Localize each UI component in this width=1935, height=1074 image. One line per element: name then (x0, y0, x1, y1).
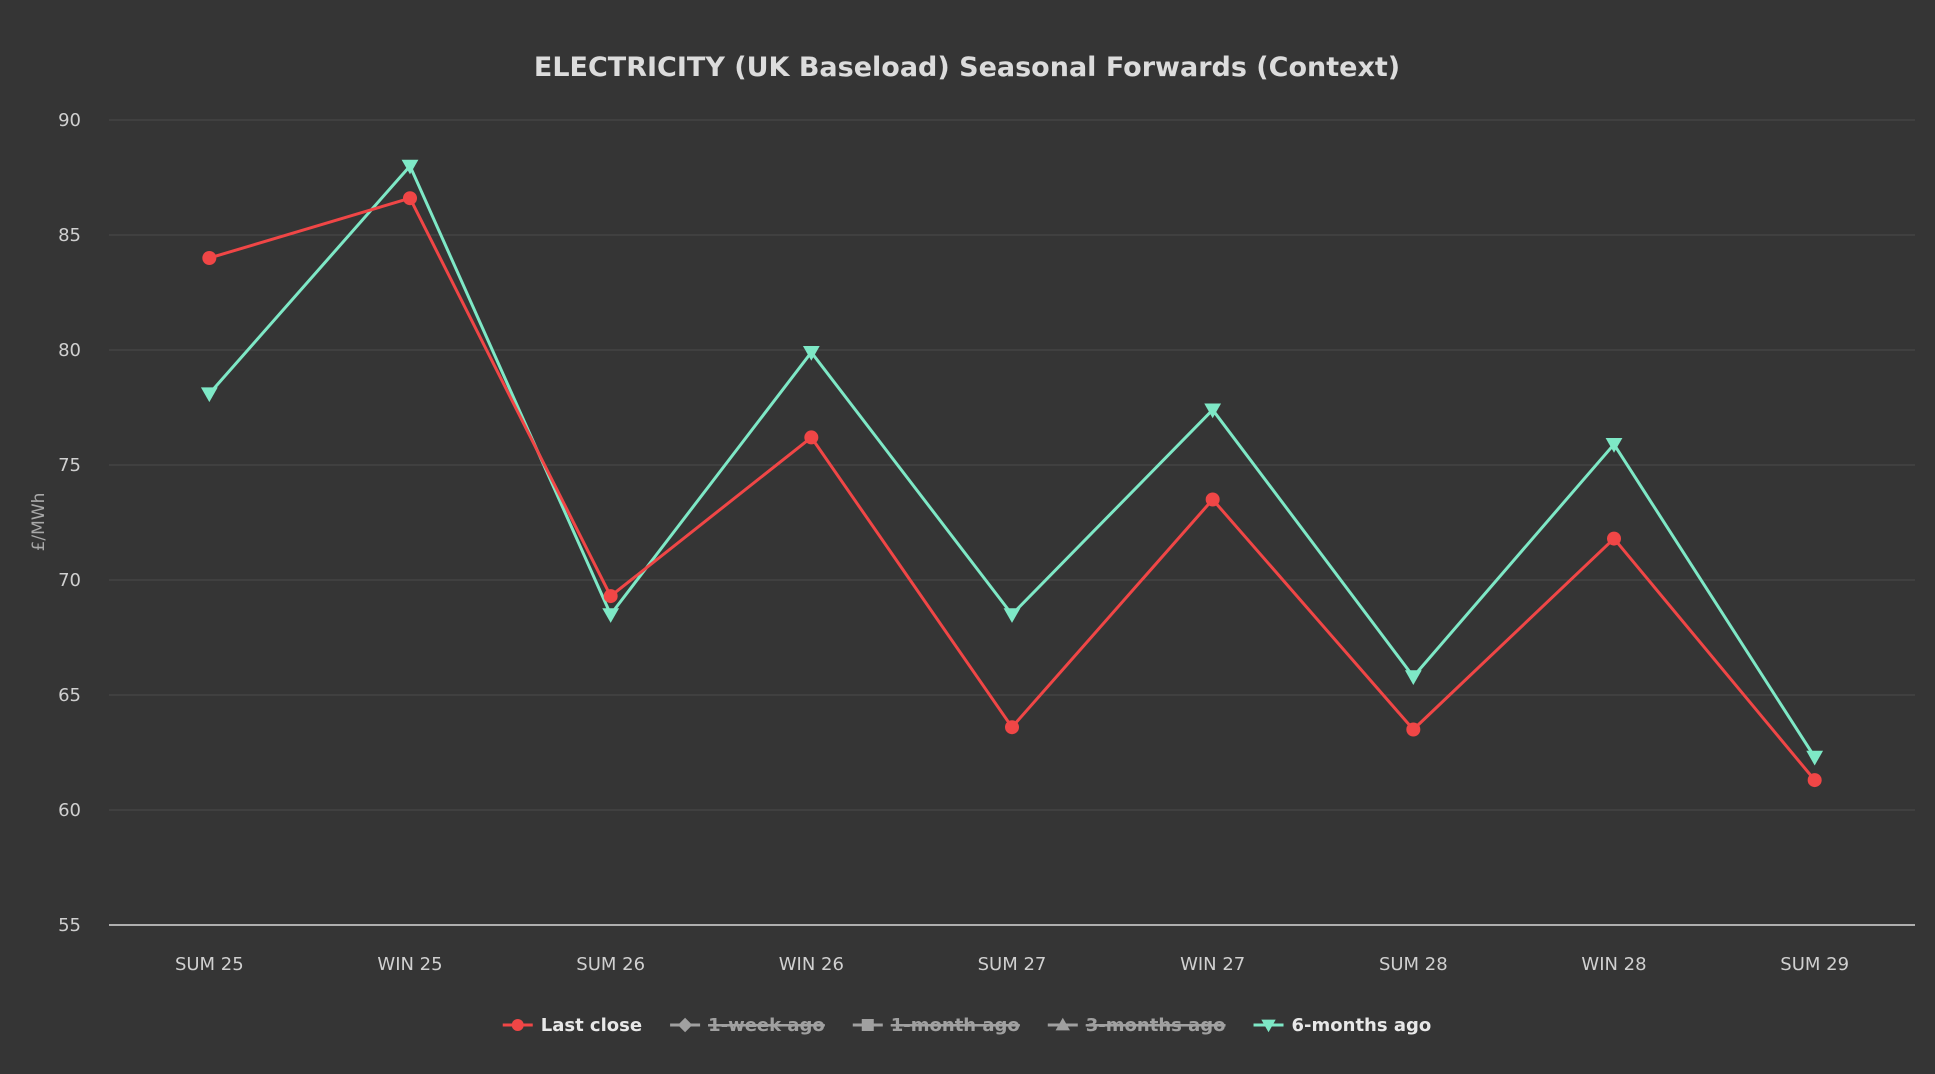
y-tick-label: 65 (58, 685, 81, 706)
legend: Last close 1-week ago 1-month ago 3-months … (502, 1015, 1432, 1036)
x-axis-ticks: SUM 25 WIN 25 SUM 26 WIN 26 SUM 27 WIN 27 SUM … (175, 954, 1849, 975)
data-point-6-months-ago[interactable] (1204, 403, 1222, 419)
y-tick-label: 55 (58, 915, 81, 936)
x-tick-label: SUM 25 (175, 954, 244, 975)
legend-item-1-week-ago[interactable]: 1-week ago (670, 1015, 825, 1036)
legend-marker (511, 1019, 524, 1031)
data-point-last-close[interactable] (1205, 492, 1220, 507)
legend-marker (861, 1019, 874, 1031)
data-point-last-close[interactable] (804, 430, 819, 445)
x-tick-label: WIN 27 (1180, 954, 1245, 975)
data-point-6-months-ago[interactable] (602, 608, 620, 623)
series-last-close (202, 191, 1822, 788)
x-tick-label: WIN 28 (1581, 954, 1646, 975)
grid-layer (109, 119, 1915, 926)
legend-marker (677, 1017, 693, 1033)
data-point-last-close[interactable] (1005, 720, 1019, 735)
legend-item-3-months-ago[interactable]: 3-months ago (1047, 1015, 1226, 1036)
y-tick-label: 60 (58, 800, 81, 821)
legend-item-1-month-ago[interactable]: 1-month ago (852, 1015, 1020, 1036)
x-tick-label: SUM 27 (978, 954, 1047, 975)
legend-item-last-close[interactable]: Last close (502, 1015, 642, 1036)
series-6-months-ago (200, 159, 1824, 766)
data-point-6-months-ago[interactable] (1404, 670, 1422, 685)
data-point-last-close[interactable] (1406, 722, 1421, 737)
x-tick-label: WIN 26 (779, 954, 844, 975)
y-axis-ticks: 55 60 65 70 75 80 85 90 (58, 110, 81, 936)
data-point-last-close[interactable] (1607, 531, 1621, 546)
data-point-last-close[interactable] (202, 251, 217, 265)
data-point-6-months-ago[interactable] (200, 387, 218, 403)
data-point-6-months-ago[interactable] (401, 159, 419, 175)
data-point-6-months-ago[interactable] (1003, 608, 1021, 623)
data-point-last-close[interactable] (403, 191, 417, 206)
y-tick-label: 70 (58, 570, 81, 591)
x-tick-label: SUM 26 (576, 954, 645, 975)
legend-label: Last close (541, 1015, 642, 1036)
y-axis-title: £/MWh (29, 493, 49, 552)
legend-label: 6-months ago (1292, 1015, 1432, 1036)
y-tick-label: 75 (58, 455, 81, 476)
y-tick-label: 90 (58, 110, 81, 131)
chart-title: ELECTRICITY (UK Baseload) Seasonal Forwa… (534, 52, 1400, 83)
data-point-last-close[interactable] (603, 589, 618, 604)
data-point-last-close[interactable] (1807, 773, 1822, 788)
y-tick-label: 80 (58, 340, 81, 361)
x-tick-label: WIN 25 (377, 954, 442, 975)
series-line-6-months-ago (208, 164, 1816, 758)
y-tick-label: 85 (58, 225, 81, 246)
series-layer (200, 159, 1824, 788)
legend-marker (1055, 1017, 1070, 1031)
data-point-6-months-ago[interactable] (802, 346, 820, 361)
data-point-6-months-ago[interactable] (1605, 438, 1623, 453)
data-point-6-months-ago[interactable] (1806, 750, 1824, 766)
x-tick-label: SUM 28 (1379, 954, 1448, 975)
legend-item-6-months-ago[interactable]: 6-months ago (1253, 1015, 1432, 1036)
x-tick-label: SUM 29 (1780, 954, 1849, 975)
legend-marker (1261, 1019, 1276, 1033)
